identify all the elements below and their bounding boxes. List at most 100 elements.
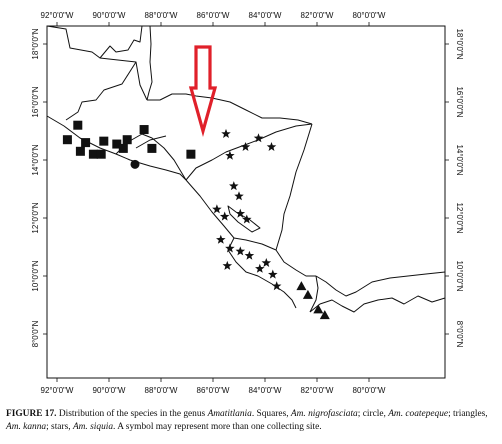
longitude-labels-bottom: 92°0'0"W 90°0'0"W 88°0'0"W 86°0'0"W 84°0…: [41, 386, 386, 395]
genus-name: Amatitlania: [207, 409, 252, 419]
nicaragua-caribbean-coast: [275, 123, 313, 251]
mexico-guatemala-border: [65, 61, 137, 121]
caption-text: Distribution of the species in the genus: [56, 409, 208, 419]
lon-label-top: 90°0'0"W: [93, 11, 126, 20]
triangle-marker: [319, 310, 330, 320]
square-marker: [88, 149, 98, 159]
square-marker: [139, 125, 149, 135]
star-marker: [271, 281, 282, 291]
caption-text: ; stars,: [46, 421, 73, 432]
lat-label-left: 18°0'0"N: [31, 28, 40, 59]
star-marker: [225, 243, 235, 253]
red-arrow-icon: [188, 45, 218, 137]
star-marker: [235, 246, 246, 256]
star-marker: [234, 191, 244, 201]
lon-label-top: 88°0'0"W: [145, 11, 178, 20]
triangle-marker: [302, 289, 313, 299]
square-marker: [73, 120, 83, 130]
species-name: Am. siquia: [72, 421, 114, 432]
honduras-north-coast: [147, 93, 313, 125]
species-name: Am. nigrofasciata: [290, 409, 358, 419]
triangle-marker: [313, 304, 324, 314]
star-marker: [240, 141, 251, 151]
star-marker: [212, 204, 222, 214]
square-marker: [75, 146, 85, 156]
longitude-labels-top: 92°0'0"W 90°0'0"W 88°0'0"W 86°0'0"W 84°0…: [41, 11, 386, 20]
costarica-pacific-coast: [227, 237, 297, 309]
symbol-layer: [62, 120, 330, 320]
caption-text: . A symbol may represent more than one c…: [113, 421, 322, 432]
panama-south-coast: [309, 295, 446, 313]
latitude-ticks: [43, 43, 449, 335]
lon-label-bottom: 84°0'0"W: [249, 386, 282, 395]
star-marker: [222, 260, 233, 270]
lon-label-top: 86°0'0"W: [197, 11, 230, 20]
star-marker: [216, 234, 226, 244]
star-marker: [244, 250, 255, 260]
lon-label-bottom: 92°0'0"W: [41, 386, 74, 395]
pacific-coast-west: [46, 115, 187, 181]
square-marker: [81, 138, 91, 148]
square-marker: [99, 136, 109, 146]
latitude-labels-right: 18°0'0"N 16°0'0"N 14°0'0"N 12°0'0"N 10°0…: [455, 28, 464, 347]
square-marker: [147, 143, 157, 153]
distribution-map: 92°0'0"W 90°0'0"W 88°0'0"W 86°0'0"W 84°0…: [31, 11, 464, 395]
lat-label-right: 16°0'0"N: [455, 86, 464, 117]
star-marker: [221, 128, 231, 138]
yucatan-coast: [146, 25, 153, 101]
star-marker: [219, 211, 230, 221]
triangle-marker: [296, 281, 307, 291]
star-marker: [225, 150, 235, 160]
lat-label-left: 14°0'0"N: [31, 144, 40, 175]
coastline-north: [46, 25, 143, 59]
caption-text: ; triangles,: [448, 409, 488, 419]
lon-label-top: 92°0'0"W: [41, 11, 74, 20]
lon-label-bottom: 80°0'0"W: [353, 386, 386, 395]
star-marker: [255, 263, 265, 273]
star-marker: [261, 257, 272, 267]
lon-label-bottom: 90°0'0"W: [93, 386, 126, 395]
lat-label-right: 12°0'0"N: [455, 202, 464, 233]
star-marker: [266, 141, 277, 151]
honduras-interior-line: [135, 135, 167, 149]
circle-marker: [130, 159, 140, 169]
lon-label-bottom: 88°0'0"W: [145, 386, 178, 395]
square-marker: [122, 135, 132, 145]
square-marker: [62, 135, 72, 145]
star-marker: [229, 181, 239, 191]
belize-guatemala-border: [99, 57, 148, 101]
lon-label-top: 80°0'0"W: [353, 11, 386, 20]
species-name: Am. coatepeque: [388, 409, 449, 419]
latitude-labels-left: 18°0'0"N 16°0'0"N 14°0'0"N 12°0'0"N 10°0…: [31, 28, 40, 347]
lat-label-right: 8°0'0"N: [455, 321, 464, 348]
species-name: Am. kanna: [6, 421, 47, 432]
lon-label-bottom: 82°0'0"W: [301, 386, 334, 395]
lat-label-left: 8°0'0"N: [31, 320, 40, 347]
lon-label-top: 82°0'0"W: [301, 11, 334, 20]
panama-north-coast: [315, 271, 446, 297]
lon-label-bottom: 86°0'0"W: [197, 386, 230, 395]
costarica-panama-border: [309, 275, 319, 313]
costarica-caribbean-coast: [275, 249, 316, 277]
square-marker: [112, 139, 122, 149]
longitude-ticks: [56, 22, 370, 382]
star-marker: [235, 208, 246, 218]
star-marker: [253, 133, 264, 143]
caption-text: ; circle,: [357, 409, 389, 419]
lat-label-left: 12°0'0"N: [31, 202, 40, 233]
caption-text: . Squares,: [251, 409, 291, 419]
nicaragua-pacific-coast: [185, 179, 235, 239]
lat-label-right: 10°0'0"N: [455, 260, 464, 291]
nicaragua-costarica-border: [233, 237, 277, 251]
lat-label-left: 16°0'0"N: [31, 86, 40, 117]
lat-label-left: 10°0'0"N: [31, 260, 40, 291]
figure-caption: FIGURE 17. Distribution of the species i…: [6, 408, 496, 433]
map-frame: [46, 25, 446, 379]
square-marker: [96, 149, 106, 159]
square-marker: [186, 149, 196, 159]
square-marker: [118, 143, 128, 153]
lon-label-top: 84°0'0"W: [249, 11, 282, 20]
star-marker: [268, 269, 278, 279]
lat-label-right: 14°0'0"N: [455, 144, 464, 175]
lat-label-right: 18°0'0"N: [455, 28, 464, 59]
